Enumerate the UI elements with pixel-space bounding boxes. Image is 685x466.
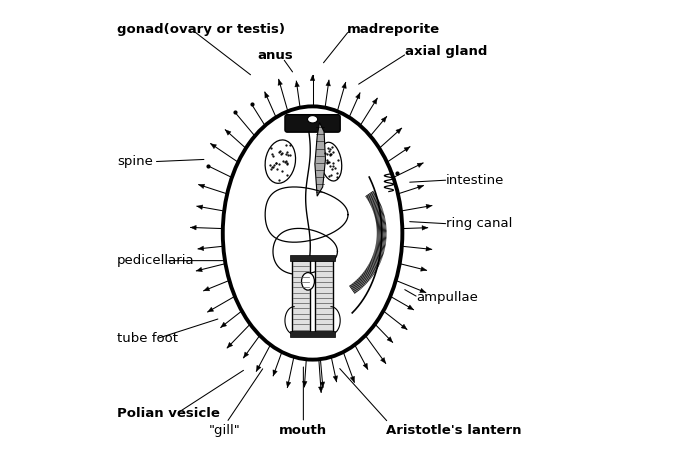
Polygon shape [295,81,299,87]
Polygon shape [342,82,346,89]
FancyBboxPatch shape [290,255,335,260]
Polygon shape [278,79,282,85]
Polygon shape [197,267,202,272]
Text: madreporite: madreporite [347,23,440,36]
Polygon shape [326,80,330,86]
Ellipse shape [223,106,402,360]
Polygon shape [198,246,204,251]
Polygon shape [356,93,360,99]
Polygon shape [197,205,203,209]
Polygon shape [350,376,355,382]
Polygon shape [273,370,277,376]
Text: mouth: mouth [279,424,327,437]
Text: intestine: intestine [446,173,504,186]
Polygon shape [292,258,310,332]
FancyBboxPatch shape [285,115,340,132]
Polygon shape [373,98,377,104]
Ellipse shape [265,140,295,183]
Text: tube foot: tube foot [117,332,178,345]
Text: gonad(ovary or testis): gonad(ovary or testis) [117,23,285,36]
Text: Polian vesicle: Polian vesicle [117,407,220,420]
Polygon shape [227,343,233,348]
Polygon shape [420,288,425,293]
Polygon shape [256,365,261,371]
Ellipse shape [301,273,314,290]
Polygon shape [408,305,414,310]
Polygon shape [199,184,205,189]
Polygon shape [387,337,393,343]
Polygon shape [404,147,410,152]
Text: anus: anus [258,49,294,62]
Text: "gill": "gill" [209,424,241,437]
Polygon shape [426,247,432,251]
Polygon shape [363,363,368,369]
Polygon shape [225,130,231,135]
Polygon shape [381,357,386,363]
Polygon shape [315,123,325,196]
Ellipse shape [308,116,318,123]
Ellipse shape [320,142,342,181]
Text: ampullae: ampullae [416,291,478,304]
Polygon shape [320,382,325,388]
Polygon shape [333,376,338,382]
Text: pedicellaria: pedicellaria [117,254,195,267]
Polygon shape [315,258,334,332]
Polygon shape [426,204,432,209]
Text: axial gland: axial gland [405,45,487,58]
Polygon shape [396,128,401,134]
Polygon shape [265,92,269,98]
Polygon shape [382,116,386,122]
Text: spine: spine [117,155,153,168]
Polygon shape [190,226,196,230]
Polygon shape [203,287,210,291]
Polygon shape [401,324,407,329]
Polygon shape [221,322,227,328]
Text: Aristotle's lantern: Aristotle's lantern [386,424,522,437]
Text: ring canal: ring canal [446,217,512,230]
Polygon shape [421,267,427,271]
Polygon shape [310,75,315,81]
Polygon shape [303,381,307,387]
Polygon shape [422,226,427,230]
Polygon shape [417,185,423,190]
Polygon shape [417,163,423,167]
Polygon shape [319,387,323,392]
Polygon shape [208,307,214,312]
Polygon shape [244,352,249,358]
Polygon shape [211,144,216,149]
FancyBboxPatch shape [290,331,335,336]
Polygon shape [286,382,291,388]
